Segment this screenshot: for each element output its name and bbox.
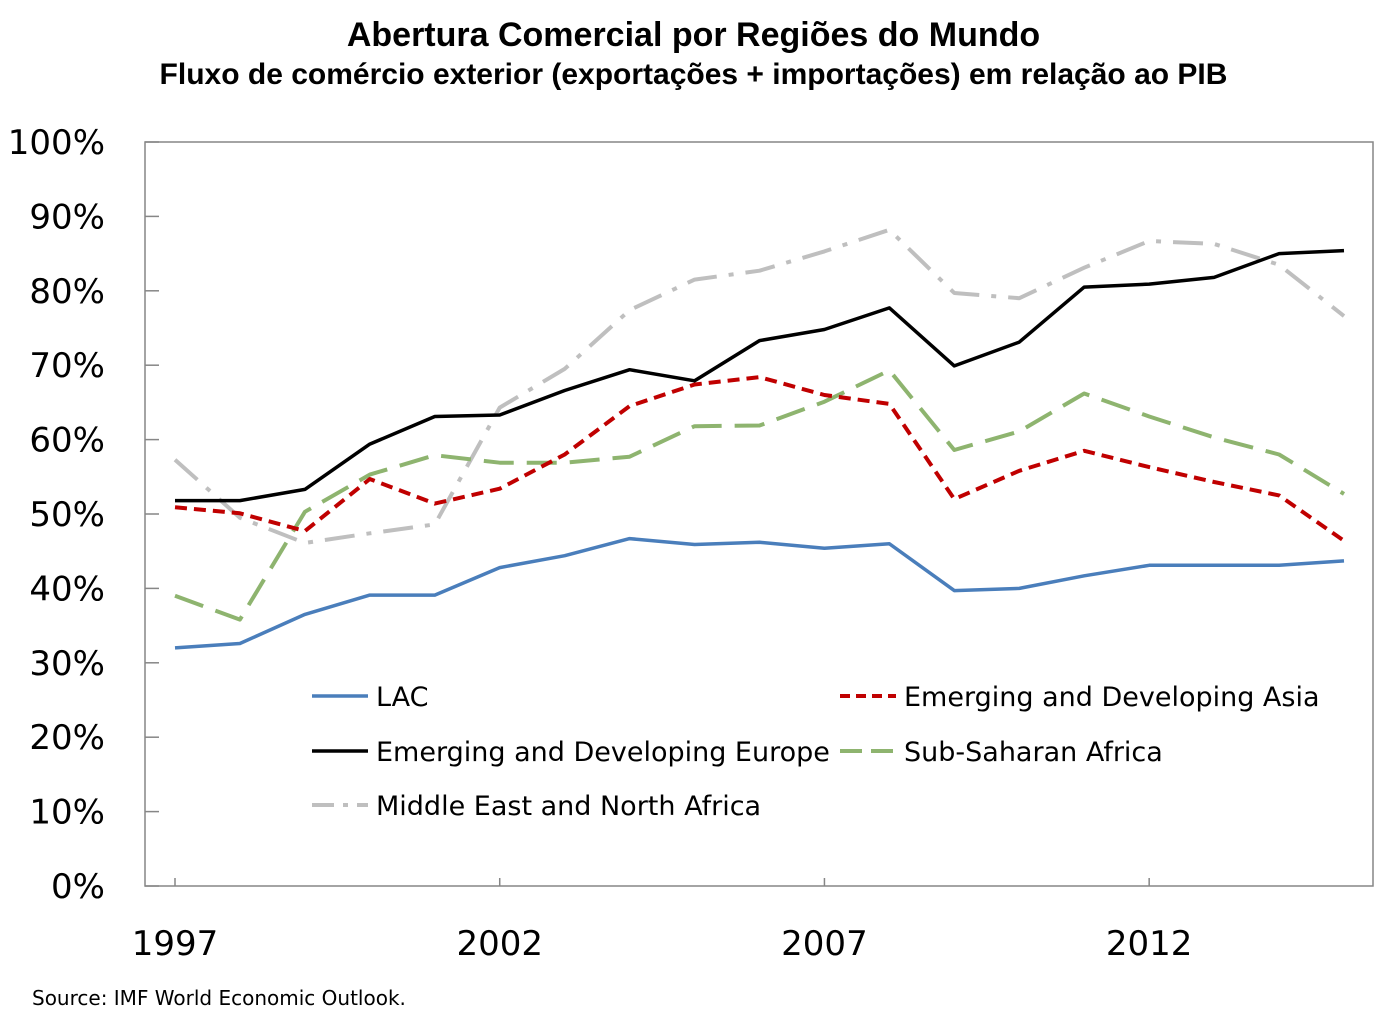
y-tick-label: 90% [29,197,105,237]
y-tick-label: 100% [8,123,105,163]
y-tick-label: 0% [51,867,105,907]
x-tick-label: 2002 [456,924,543,964]
legend: LAC Emerging and Developing Asia Emerging … [312,682,1320,822]
chart-subtitle: Fluxo de comércio exterior (exportações … [159,58,1228,91]
y-tick-label: 80% [29,272,105,312]
y-tick-label: 70% [29,346,105,386]
x-tick-label: 2007 [781,924,868,964]
legend-label-middle-east-and-north-africa: Middle East and North Africa [376,791,761,822]
series-line-emerging-and-developing-asia [174,375,1346,543]
y-tick-label: 50% [29,495,105,535]
y-tick-label: 40% [29,569,105,609]
chart-title: Abertura Comercial por Regiões do Mundo [346,16,1041,54]
legend-label-sub-saharan-africa: Sub-Saharan Africa [904,737,1163,768]
y-tick-label: 20% [29,718,105,758]
legend-label-lac: LAC [376,682,429,713]
axes: 0% 10% 20% 30% 40% 50% 60% 70% 80% 90% 100% 1997 200… [8,123,1374,964]
series-line-middle-east-and-north-africa [173,227,1346,545]
x-tick-label: 1997 [132,924,219,964]
x-tick-label: 2012 [1106,924,1193,964]
y-tick-label: 10% [29,793,105,833]
series-line-emerging-and-developing-europe [175,248,1345,503]
y-tick-label: 30% [29,644,105,684]
legend-label-emerging-and-developing-europe: Emerging and Developing Europe [376,737,830,768]
series-lines [173,227,1346,650]
source-note: Source: IMF World Economic Outlook. [32,986,406,1010]
series-line-lac [174,536,1345,650]
legend-label-emerging-and-developing-asia: Emerging and Developing Asia [904,682,1320,713]
series-line-sub-saharan-africa [174,368,1346,622]
y-tick-label: 60% [29,421,105,461]
